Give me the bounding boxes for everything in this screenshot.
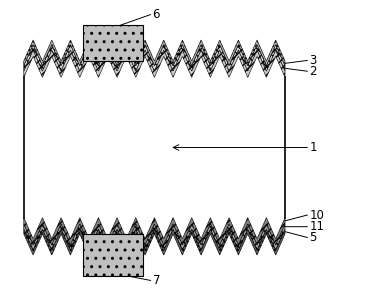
Text: 11: 11 bbox=[309, 220, 324, 233]
Text: 1: 1 bbox=[309, 141, 317, 154]
Polygon shape bbox=[24, 45, 285, 71]
Text: 2: 2 bbox=[309, 65, 317, 78]
Text: 6: 6 bbox=[153, 8, 160, 21]
Text: 10: 10 bbox=[309, 209, 324, 222]
Bar bbox=[83, 25, 143, 61]
Text: 5: 5 bbox=[309, 231, 317, 244]
Polygon shape bbox=[24, 218, 285, 245]
Polygon shape bbox=[24, 40, 285, 66]
Bar bbox=[83, 234, 143, 276]
Polygon shape bbox=[24, 50, 285, 77]
Polygon shape bbox=[24, 77, 285, 218]
Text: 3: 3 bbox=[309, 54, 317, 67]
Polygon shape bbox=[24, 229, 285, 255]
Text: 7: 7 bbox=[153, 274, 160, 287]
Polygon shape bbox=[24, 224, 285, 250]
